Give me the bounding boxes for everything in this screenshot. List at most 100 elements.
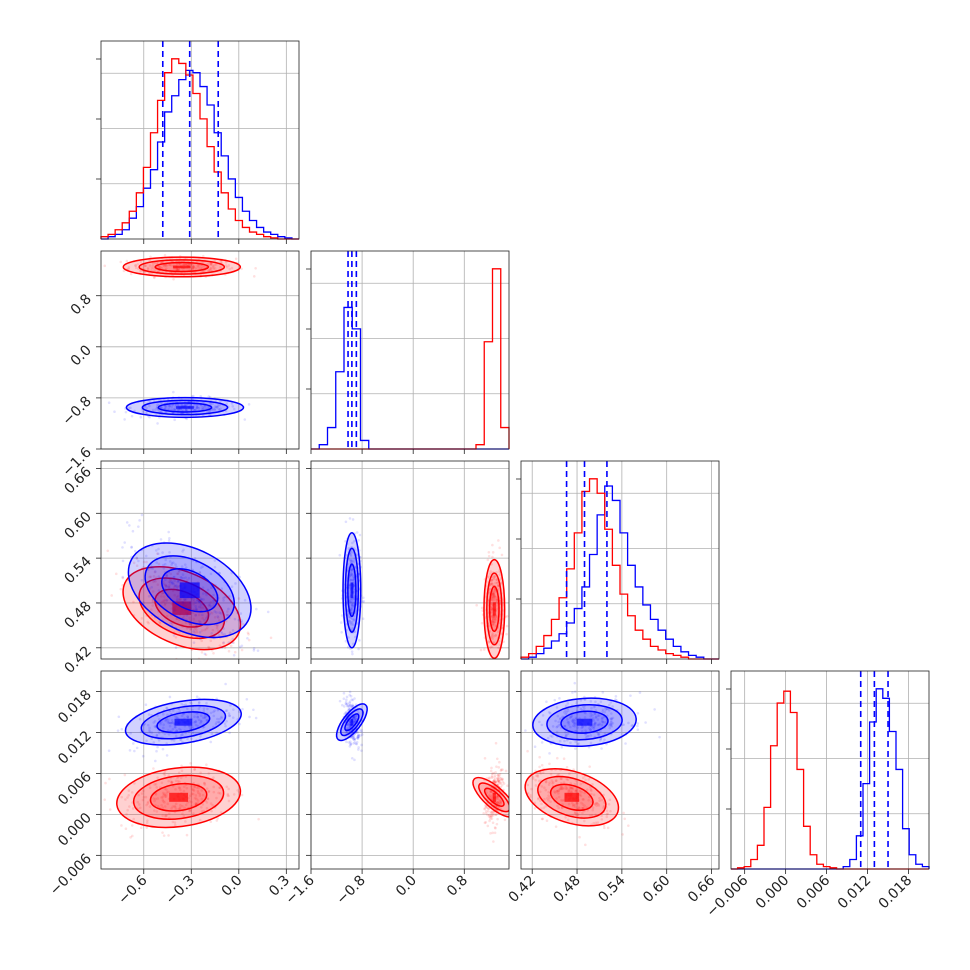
- x-tick-label: −0.6: [115, 872, 150, 907]
- scatter-point: [349, 567, 353, 571]
- scatter-point: [579, 794, 583, 798]
- scatter-point: [577, 806, 581, 809]
- scatter-point: [567, 789, 571, 793]
- scatter-point: [564, 712, 568, 716]
- scatter-point: [538, 799, 542, 802]
- scatter-point: [215, 731, 219, 735]
- scatter-point: [197, 786, 200, 790]
- density-contour: [549, 783, 594, 812]
- scatter-point: [174, 734, 178, 738]
- scatter-point: [176, 408, 180, 412]
- scatter-point: [560, 798, 563, 802]
- scatter-point: [597, 733, 601, 736]
- scatter-point: [209, 262, 212, 266]
- scatter-point: [121, 575, 125, 579]
- scatter-point: [199, 734, 202, 738]
- scatter-point: [181, 812, 184, 816]
- scatter-point: [607, 802, 611, 806]
- density-peak: [176, 406, 194, 409]
- scatter-point: [352, 735, 356, 738]
- scatter-point: [162, 600, 166, 603]
- scatter-point: [168, 263, 172, 267]
- scatter-point: [501, 768, 504, 771]
- scatter-point: [187, 577, 191, 580]
- scatter-point: [506, 784, 509, 788]
- scatter-point: [538, 755, 541, 759]
- scatter-point: [168, 581, 172, 584]
- scatter-point: [223, 722, 227, 726]
- scatter-point: [199, 714, 203, 718]
- scatter-point: [164, 584, 168, 588]
- scatter-point: [220, 646, 224, 649]
- scatter-point: [203, 781, 206, 785]
- scatter-point: [357, 647, 360, 651]
- scatter-point: [186, 715, 189, 718]
- scatter-point: [192, 597, 195, 601]
- scatter-point: [159, 722, 162, 726]
- scatter-point: [217, 721, 221, 724]
- scatter-point: [203, 406, 206, 409]
- scatter-point: [183, 598, 186, 602]
- scatter-point: [346, 702, 349, 706]
- scatter-point: [179, 597, 182, 601]
- scatter-point: [167, 263, 171, 266]
- scatter-point: [152, 741, 156, 744]
- scatter-point: [207, 646, 211, 650]
- scatter-point: [197, 265, 200, 269]
- scatter-point: [610, 717, 613, 721]
- scatter-point: [220, 715, 223, 719]
- scatter-point: [213, 610, 217, 613]
- scatter-point: [561, 715, 564, 719]
- density-peak: [492, 792, 496, 802]
- scatter-point: [230, 571, 234, 575]
- scatter-point: [594, 721, 597, 725]
- scatter-point: [348, 693, 352, 697]
- scatter-point: [148, 415, 151, 419]
- scatter-point: [172, 609, 176, 612]
- scatter-point: [124, 410, 128, 414]
- scatter-point: [497, 539, 500, 542]
- scatter-point: [177, 262, 181, 266]
- scatter-point: [493, 620, 497, 624]
- scatter-point: [502, 640, 505, 643]
- scatter-point: [491, 543, 494, 547]
- scatter-point: [493, 777, 497, 781]
- scatter-point: [489, 790, 492, 793]
- scatter-point: [570, 719, 574, 723]
- scatter-point: [177, 585, 181, 588]
- scatter-point: [175, 584, 178, 587]
- scatter-point: [610, 722, 613, 726]
- scatter-point: [207, 603, 211, 607]
- scatter-point: [241, 622, 245, 626]
- scatter-point: [497, 802, 500, 805]
- density-contour: [344, 713, 360, 732]
- scatter-point: [349, 550, 353, 554]
- scatter-point: [601, 708, 605, 712]
- scatter-point: [158, 620, 161, 624]
- scatter-point: [199, 603, 203, 606]
- scatter-point: [530, 787, 533, 791]
- scatter-point: [492, 599, 496, 602]
- scatter-point: [353, 558, 356, 561]
- scatter-point: [546, 736, 550, 740]
- scatter-point: [484, 809, 488, 813]
- scatter-point: [212, 776, 215, 779]
- scatter-point: [185, 263, 189, 266]
- scatter-point: [148, 726, 151, 730]
- scatter-point: [218, 792, 222, 795]
- scatter-point: [351, 627, 355, 630]
- scatter-point: [155, 406, 159, 410]
- scatter-point: [184, 409, 187, 412]
- scatter-point: [592, 705, 596, 709]
- scatter-point: [167, 774, 171, 777]
- scatter-point: [349, 573, 352, 577]
- scatter-point: [606, 707, 609, 711]
- scatter-point: [358, 639, 361, 642]
- scatter-point: [500, 553, 504, 557]
- scatter-point: [490, 582, 493, 586]
- density-contour: [486, 572, 503, 646]
- scatter-point: [489, 646, 492, 649]
- scatter-point: [636, 711, 640, 715]
- scatter-point: [559, 785, 563, 789]
- scatter-point: [603, 732, 607, 736]
